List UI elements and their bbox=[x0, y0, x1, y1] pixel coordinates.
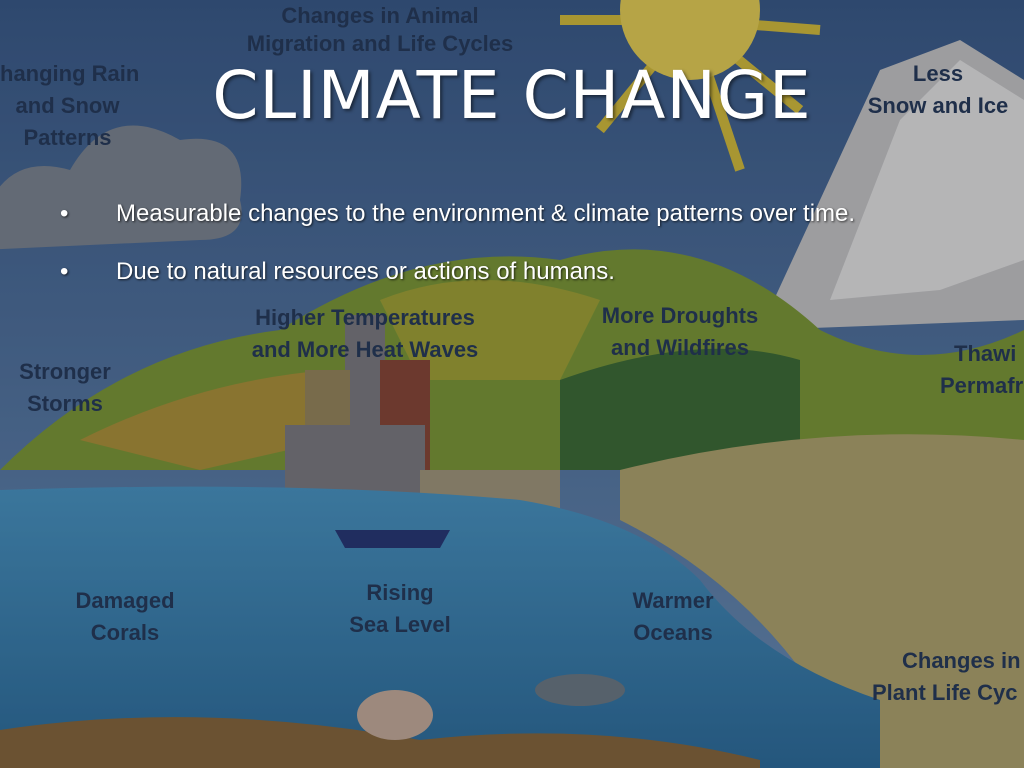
cloud bbox=[0, 125, 242, 250]
bullet-icon: • bbox=[60, 258, 69, 285]
sea bbox=[0, 486, 880, 768]
label-oceans: Warmer Oceans bbox=[632, 588, 714, 645]
land bbox=[620, 434, 1024, 768]
sun-icon bbox=[560, 0, 821, 172]
label-storms: Stronger Storms bbox=[19, 359, 111, 416]
label-migration: Changes in Animal Migration and Life Cycl… bbox=[246, 3, 514, 56]
label-rain: hanging Rain and Snow Patterns bbox=[0, 61, 140, 150]
label-droughts: More Droughts and Wildfires bbox=[601, 303, 759, 360]
bullet-item: • Due to natural resources or actions of … bbox=[60, 254, 855, 290]
label-corals: Damaged Corals bbox=[75, 588, 175, 645]
fish bbox=[535, 674, 625, 706]
label-heat: Higher Temperatures and More Heat Waves bbox=[251, 305, 479, 362]
bullet-item: • Measurable changes to the environment &… bbox=[60, 196, 855, 232]
bullet-icon: • bbox=[60, 200, 69, 227]
label-snow: Less Snow and Ice bbox=[867, 61, 1009, 118]
label-plants: Changes in Plant Life Cyc bbox=[872, 648, 1021, 705]
shell bbox=[357, 690, 433, 740]
bullet-list: • Measurable changes to the environment &… bbox=[60, 196, 855, 312]
city bbox=[285, 315, 560, 515]
boat bbox=[335, 530, 450, 548]
label-sea: Rising Sea Level bbox=[349, 580, 451, 637]
label-permafrost: Thawi Permafr bbox=[940, 341, 1024, 398]
slide-title: CLIMATE CHANGE bbox=[212, 57, 812, 134]
